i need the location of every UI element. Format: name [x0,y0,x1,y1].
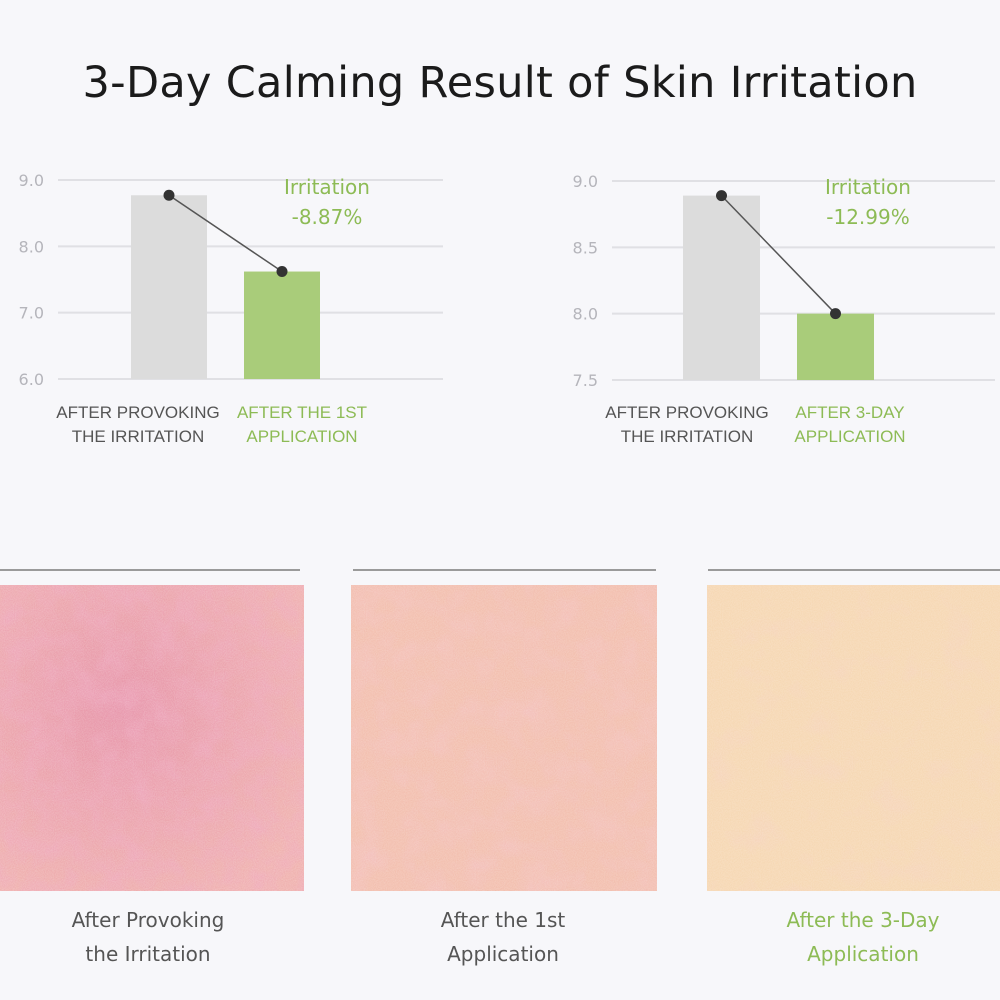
skin-photo-after-1st [351,585,657,891]
photo-caption-after-3-day: After the 3-Day Application [703,903,1000,971]
caption-line: After Provoking [71,908,225,932]
bar [797,313,874,380]
caption-line: After the 1st [440,908,566,932]
category-label: AFTER THE 1ST [237,403,367,422]
annotation-text: Irritation [284,175,370,199]
annotation-text: -8.87% [292,205,363,229]
bar [131,195,207,379]
photo-caption-after-1st: After the 1st Application [343,903,663,971]
page-title: 3-Day Calming Result of Skin Irritation [82,58,918,108]
data-point [276,266,288,278]
y-tick-label: 6.0 [19,370,44,389]
category-label: AFTER PROVOKING [605,403,768,422]
y-tick-label: 7.0 [19,304,44,323]
y-tick-label: 8.0 [573,305,598,324]
category-label: AFTER 3-DAY [795,403,904,422]
y-tick-label: 8.0 [19,237,44,256]
skin-photo-after-3-day [707,585,1000,891]
skin-photo-before [0,585,304,891]
bar [683,195,760,380]
data-point [830,308,841,320]
category-label: AFTER PROVOKING [56,403,219,422]
annotation-text: Irritation [825,175,911,199]
caption-line: the Irritation [85,942,211,966]
y-tick-label: 9.0 [573,172,598,191]
trend-line [168,194,283,273]
y-tick-label: 9.0 [19,171,44,190]
caption-line: Application [447,942,559,966]
category-label: THE IRRITATION [72,427,205,446]
caption-line: After the 3-Day [786,908,940,932]
y-tick-label: 8.5 [573,238,598,257]
category-label: THE IRRITATION [621,427,754,446]
category-label: APPLICATION [246,427,357,446]
annotation-text: -12.99% [826,205,909,229]
data-point [716,190,727,202]
category-label: APPLICATION [794,427,905,446]
divider [0,569,300,571]
divider [708,569,1000,571]
chart-after-3-day-application: 9.0 8.5 8.0 7.5 AFTER PROVOKING THE IRRITATIO… [573,172,995,446]
photo-caption-before: After Provoking the Irritation [0,903,308,971]
y-tick-label: 7.5 [573,371,598,390]
divider [353,569,656,571]
caption-line: Application [807,942,919,966]
bar [244,271,320,379]
trend-line [720,195,837,315]
chart-after-1st-application: 9.0 8.0 7.0 6.0 AFTER PROVOKING THE IRRITATIO… [19,171,443,446]
data-point [163,189,175,201]
